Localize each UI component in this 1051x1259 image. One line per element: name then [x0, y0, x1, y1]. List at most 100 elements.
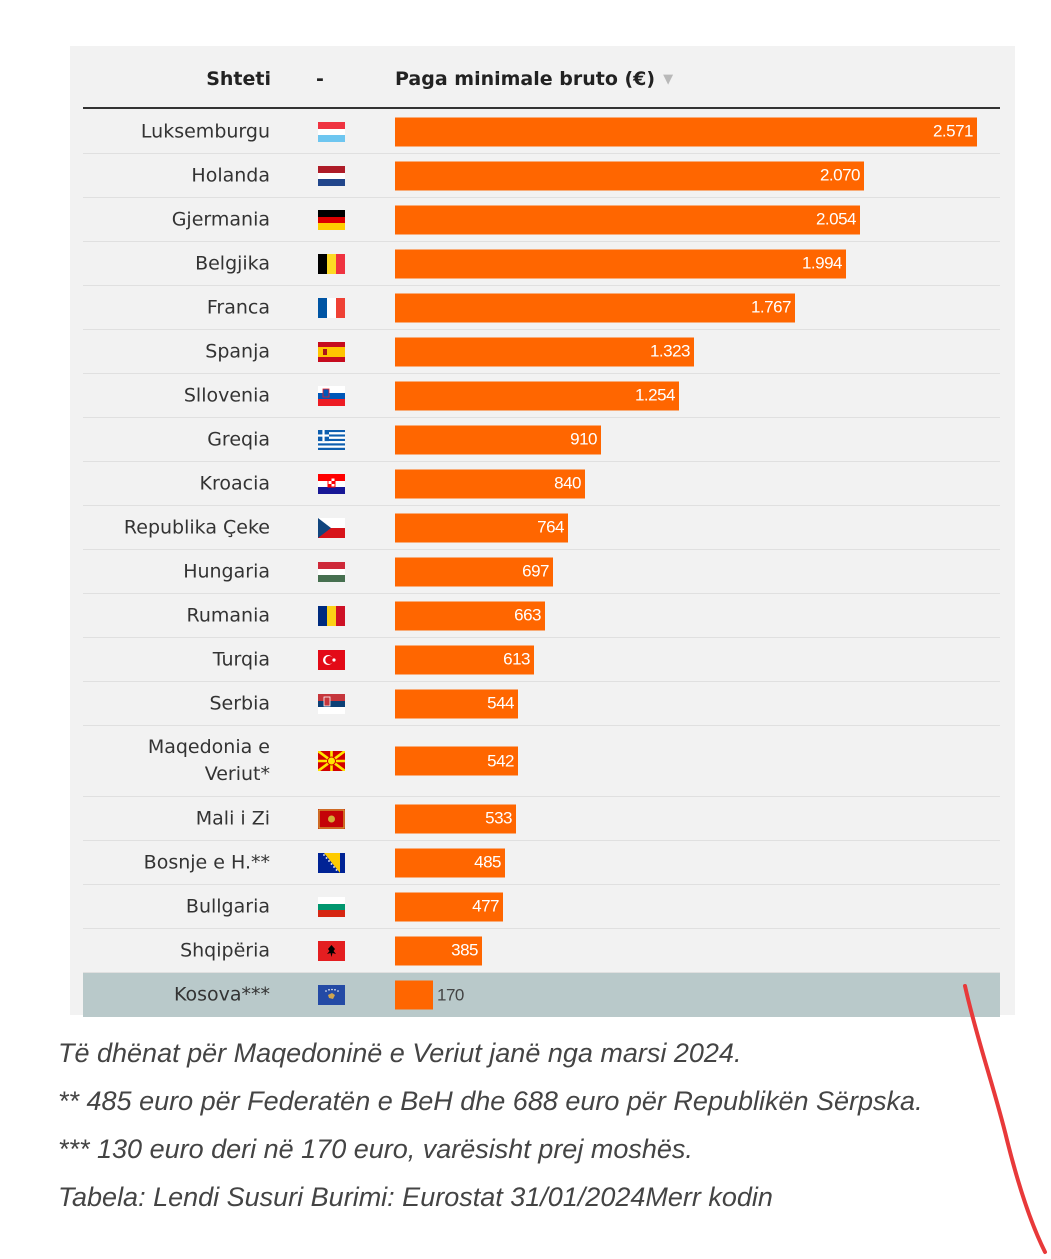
bar: 544: [395, 689, 518, 718]
table-row: Turqia 613: [83, 638, 1000, 682]
bar: 910: [395, 425, 601, 454]
table-row: Bullgaria 477: [83, 885, 1000, 929]
xk-flag-icon: [318, 985, 345, 1005]
fr-flag-icon: [318, 297, 345, 318]
bar: 477: [395, 892, 503, 921]
country-label: Gjermania: [171, 208, 270, 230]
country-label: Kroacia: [199, 472, 271, 494]
bar-value-label: 1.994: [801, 253, 843, 273]
table-row: Spanja 1.323: [83, 330, 1000, 374]
bar-value-label: 764: [537, 517, 564, 537]
bar: 1.323: [395, 337, 694, 366]
bar: 697: [395, 557, 553, 586]
column-header-flag: -: [316, 68, 324, 90]
table-row: Luksemburgu 2.571: [83, 110, 1000, 154]
bar: 533: [395, 804, 516, 833]
bar-value-label: 1.254: [634, 385, 676, 405]
country-label: Belgjika: [195, 252, 270, 274]
lu-flag-icon: [318, 121, 345, 142]
al-flag-icon: [318, 940, 345, 961]
bar: 1.767: [395, 293, 795, 322]
de-flag-icon: [318, 209, 345, 230]
bar: 170: [395, 980, 464, 1010]
country-label: Sllovenia: [183, 384, 270, 406]
country-label: Republika Çeke: [123, 516, 270, 538]
bar: 840: [395, 469, 585, 498]
table-row: Hungaria 697: [83, 550, 1000, 594]
ba-flag-icon: [318, 852, 345, 873]
country-label: Mali i Zi: [195, 807, 270, 829]
bar: 485: [395, 848, 505, 877]
table-row: Kosova*** 170: [83, 973, 1000, 1017]
bar: 1.994: [395, 249, 846, 278]
table-row: Franca 1.767: [83, 286, 1000, 330]
bar: 542: [395, 746, 518, 776]
country-label: Greqia: [207, 428, 270, 450]
country-label: Rumania: [186, 604, 270, 626]
country-label: Serbia: [209, 692, 270, 714]
bar: 613: [395, 645, 534, 674]
source-credit[interactable]: Tabela: Lendi Susuri Burimi: Eurostat 31…: [58, 1182, 773, 1212]
bar-value-label: 910: [570, 429, 597, 449]
bar: 385: [395, 936, 482, 965]
bg-flag-icon: [318, 896, 345, 917]
rs-flag-icon: [318, 693, 345, 714]
mk-flag-icon: [318, 751, 345, 771]
be-flag-icon: [318, 253, 345, 274]
bar-value-label: 385: [451, 940, 478, 960]
bar-value-label: 2.571: [932, 121, 974, 141]
si-flag-icon: [318, 385, 345, 406]
bar-value-label: 477: [472, 896, 499, 916]
table-row: Kroacia 840: [83, 462, 1000, 506]
footnote-north-macedonia: Të dhënat për Maqedoninë e Veriut janë n…: [58, 1038, 742, 1068]
bar-value-label: 613: [503, 649, 530, 669]
column-header-value[interactable]: Paga minimale bruto (€) ▼: [395, 68, 673, 90]
tr-flag-icon: [318, 649, 345, 670]
bar-value-label: 697: [522, 561, 549, 581]
bar-value-label: 533: [485, 808, 512, 828]
column-header-country[interactable]: Shteti: [206, 68, 271, 90]
country-label: Shqipëria: [180, 939, 270, 961]
table-row: Gjermania 2.054: [83, 198, 1000, 242]
hu-flag-icon: [318, 561, 345, 582]
red-annotation-stroke: [963, 984, 1047, 1254]
gr-flag-icon: [318, 429, 345, 450]
es-flag-icon: [318, 341, 345, 362]
table-row: Belgjika 1.994: [83, 242, 1000, 286]
bar-value-label: 544: [487, 693, 514, 713]
table-row: Shqipëria 385: [83, 929, 1000, 973]
table-row: Mali i Zi 533: [83, 797, 1000, 841]
bar: 663: [395, 601, 545, 630]
sort-down-icon[interactable]: ▼: [663, 72, 674, 87]
bar: 2.571: [395, 117, 977, 146]
bar-value-label: 663: [514, 605, 541, 625]
table-row: Holanda 2.070: [83, 154, 1000, 198]
column-header-value-label: Paga minimale bruto (€): [395, 68, 656, 90]
bar-value-label: 840: [554, 473, 581, 493]
country-label: Holanda: [191, 164, 270, 186]
country-label: Franca: [206, 296, 270, 318]
bar-value-label: 2.070: [819, 165, 861, 185]
bar-value-label: 1.767: [750, 297, 792, 317]
country-label: Maqedonia e Veriut*: [147, 736, 270, 785]
table-row: Serbia 544: [83, 682, 1000, 726]
country-label: Bullgaria: [185, 895, 270, 917]
country-label: Kosova***: [173, 983, 270, 1006]
country-label: Bosnje e H.**: [143, 851, 270, 873]
table-row: Bosnje e H.** 485: [83, 841, 1000, 885]
bar-value-label: 2.054: [815, 209, 857, 229]
bar: 2.054: [395, 205, 860, 234]
country-label: Turqia: [212, 648, 270, 670]
bar: 1.254: [395, 381, 679, 410]
bar: 2.070: [395, 161, 864, 190]
bar-value-label: 542: [487, 751, 514, 770]
footnote-kosovo: *** 130 euro deri në 170 euro, varësisht…: [58, 1134, 693, 1164]
table-row: Sllovenia 1.254: [83, 374, 1000, 418]
ro-flag-icon: [318, 605, 345, 626]
country-label: Hungaria: [183, 560, 270, 582]
table-row: Maqedonia e Veriut* 542: [83, 726, 1000, 797]
bar-value-label: 485: [474, 852, 501, 872]
table-row: Greqia 910: [83, 418, 1000, 462]
hr-flag-icon: [318, 473, 345, 494]
table-row: Republika Çeke 764: [83, 506, 1000, 550]
